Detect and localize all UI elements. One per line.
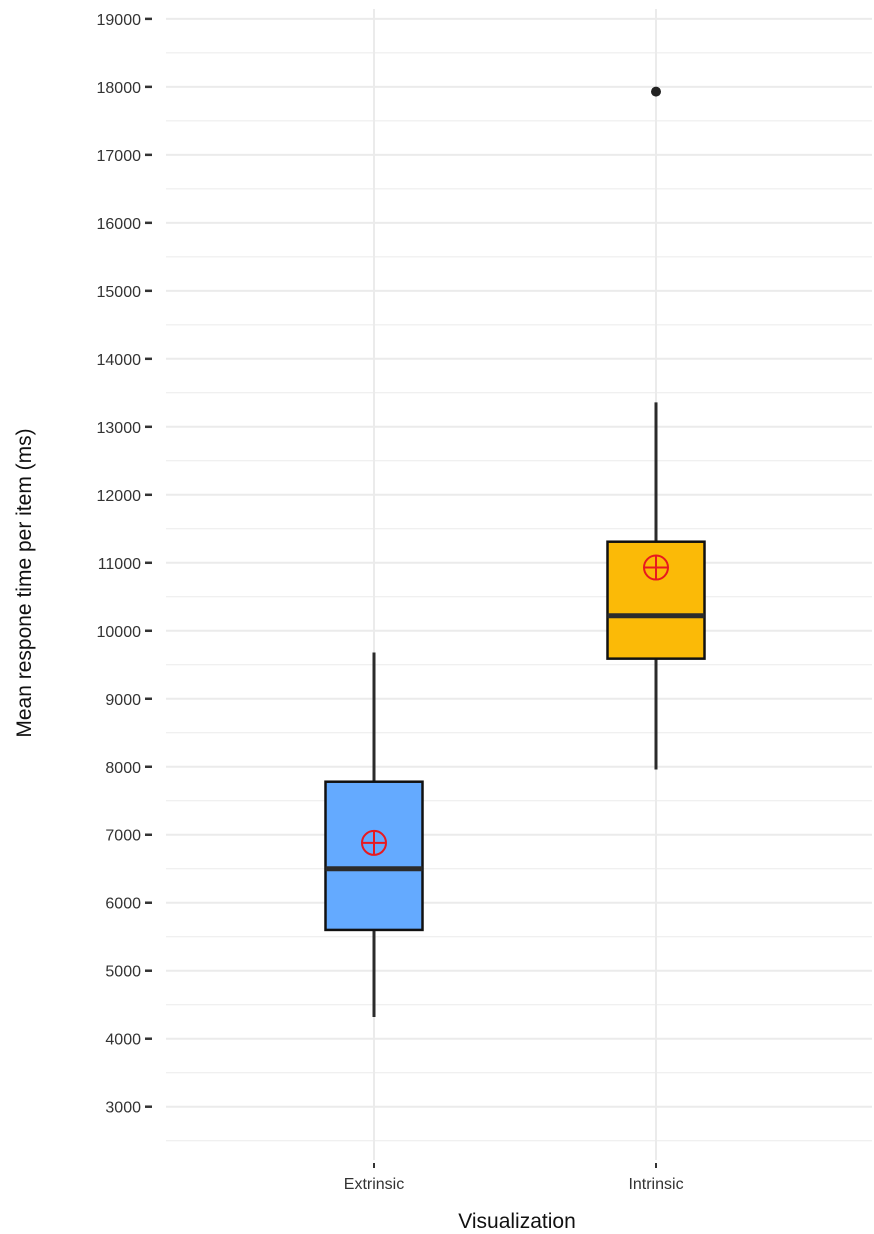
x-axis: Extrinsic Intrinsic	[344, 1163, 684, 1193]
box-extrinsic	[324, 652, 424, 1017]
y-tick-label: 18000	[97, 80, 142, 97]
outlier-point	[651, 86, 661, 97]
y-tick-label: 19000	[97, 12, 142, 29]
y-tick-label: 16000	[97, 216, 142, 233]
y-tick-label: 4000	[105, 1032, 141, 1049]
y-tick-label: 15000	[97, 284, 142, 301]
y-tick-label: 13000	[97, 420, 142, 437]
y-tick-label: 10000	[97, 624, 142, 641]
box-series	[324, 86, 706, 1017]
y-tick-label: 5000	[105, 964, 141, 981]
y-tick-label: 11000	[98, 556, 141, 573]
y-tick-label: 17000	[97, 148, 142, 165]
y-tick-label: 3000	[105, 1100, 141, 1117]
x-axis-title: Visualization	[458, 1210, 576, 1233]
grid-lines	[166, 9, 872, 1160]
y-tick-label: 14000	[97, 352, 142, 369]
y-tick-label: 6000	[105, 896, 141, 913]
y-axis: 3000 4000 5000 6000 7000 8000 9000 10000 11000 12…	[97, 12, 152, 1117]
y-tick-label: 12000	[97, 488, 142, 505]
y-tick-label: 8000	[105, 760, 141, 777]
y-tick-label: 9000	[105, 692, 141, 709]
y-tick-label: 7000	[105, 828, 141, 845]
box-intrinsic	[606, 86, 706, 770]
x-tick-label: Intrinsic	[628, 1176, 683, 1193]
y-axis-title: Mean respone time per item (ms)	[13, 428, 36, 737]
x-tick-label: Extrinsic	[344, 1176, 404, 1193]
